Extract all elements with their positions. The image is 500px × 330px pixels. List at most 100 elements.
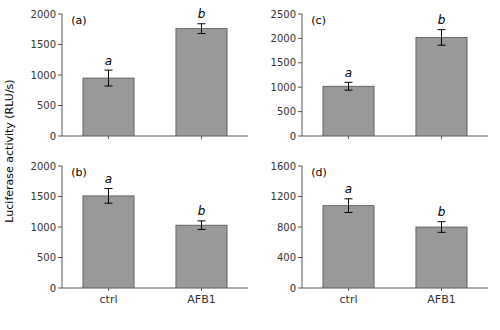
- y-tick: [58, 227, 62, 228]
- x-tick: [201, 288, 202, 291]
- y-tick-label: 0: [290, 131, 296, 142]
- error-cap: [105, 70, 113, 71]
- error-cap: [345, 198, 353, 199]
- error-line: [201, 221, 202, 230]
- bar: [416, 37, 467, 136]
- error-cap: [438, 232, 446, 233]
- error-bar: [345, 82, 353, 90]
- marks: [323, 30, 467, 136]
- bar: [176, 225, 227, 288]
- x-tick: [348, 288, 349, 291]
- panel-label: (b): [71, 166, 87, 179]
- y-tick: [58, 14, 62, 15]
- y-tick-label: 1000: [31, 70, 56, 81]
- bar: [83, 196, 134, 288]
- chart-root: 0500100015002000ab(a)Luciferase activity…: [0, 0, 500, 330]
- y-tick-label: 1000: [31, 222, 56, 233]
- error-bar: [345, 199, 353, 213]
- y-tick: [298, 288, 302, 289]
- annotation: b: [438, 13, 446, 27]
- y-tick-label: 1500: [31, 39, 56, 50]
- x-tick-label: ctrl: [100, 293, 118, 306]
- panel: 05001000150020002500ab(c): [271, 9, 488, 142]
- error-line: [441, 222, 442, 233]
- marks: [323, 199, 467, 288]
- y-tick: [58, 44, 62, 45]
- y-tick-label: 1500: [271, 57, 296, 68]
- panel-label: (c): [311, 14, 326, 27]
- y-tick: [298, 196, 302, 197]
- bar: [323, 206, 374, 288]
- error-cap: [198, 23, 206, 24]
- y-tick: [58, 75, 62, 76]
- y-axis-line: [302, 166, 303, 288]
- error-bar: [198, 24, 206, 34]
- y-tick-label: 500: [277, 106, 296, 117]
- panel-label: (a): [71, 14, 86, 27]
- y-axis-line: [302, 14, 303, 136]
- error-bar: [438, 222, 446, 233]
- annotation: a: [345, 66, 352, 80]
- x-tick: [108, 288, 109, 291]
- error-cap: [105, 203, 113, 204]
- error-line: [201, 24, 202, 34]
- marks: [83, 24, 227, 136]
- error-line: [441, 30, 442, 46]
- y-tick: [298, 14, 302, 15]
- y-tick: [58, 288, 62, 289]
- error-cap: [105, 188, 113, 189]
- error-bar: [198, 221, 206, 230]
- y-tick-label: 500: [37, 100, 56, 111]
- y-tick-label: 1000: [271, 82, 296, 93]
- error-line: [108, 70, 109, 86]
- error-cap: [438, 29, 446, 30]
- bar: [83, 78, 134, 136]
- y-tick: [298, 166, 302, 167]
- marks: [83, 189, 227, 288]
- y-tick: [298, 62, 302, 63]
- annotation: b: [198, 7, 206, 21]
- y-tick: [298, 257, 302, 258]
- error-bar: [105, 70, 113, 86]
- error-cap: [198, 229, 206, 230]
- bar: [176, 29, 227, 136]
- y-tick: [58, 105, 62, 106]
- x-tick: [441, 136, 442, 139]
- error-cap: [345, 90, 353, 91]
- y-tick: [298, 227, 302, 228]
- annotation: b: [438, 205, 446, 219]
- y-tick-label: 0: [290, 283, 296, 294]
- annotation: a: [345, 182, 352, 196]
- error-cap: [198, 220, 206, 221]
- error-bar: [438, 30, 446, 46]
- x-tick-label: ctrl: [340, 293, 358, 306]
- annotation: b: [198, 204, 206, 218]
- error-cap: [198, 33, 206, 34]
- y-tick: [298, 38, 302, 39]
- error-line: [108, 189, 109, 204]
- y-tick-label: 500: [37, 252, 56, 263]
- x-tick-label: AFB1: [187, 293, 215, 306]
- error-cap: [105, 85, 113, 86]
- error-line: [348, 199, 349, 213]
- y-tick-label: 2000: [271, 33, 296, 44]
- y-tick-label: 0: [50, 131, 56, 142]
- error-cap: [345, 82, 353, 83]
- y-tick: [58, 196, 62, 197]
- panel: 040080012001600ctrlaAFB1b(d): [271, 161, 488, 307]
- error-cap: [438, 45, 446, 46]
- y-tick-label: 2000: [31, 161, 56, 172]
- y-tick: [298, 136, 302, 137]
- y-tick: [298, 111, 302, 112]
- x-tick-label: AFB1: [427, 293, 455, 306]
- x-tick: [108, 136, 109, 139]
- error-bar: [105, 189, 113, 204]
- bar: [416, 227, 467, 288]
- x-tick: [348, 136, 349, 139]
- y-axis-line: [62, 166, 63, 288]
- y-tick-label: 1600: [271, 161, 296, 172]
- y-tick: [298, 87, 302, 88]
- y-tick-label: 1200: [271, 191, 296, 202]
- y-tick-label: 800: [277, 222, 296, 233]
- error-cap: [345, 212, 353, 213]
